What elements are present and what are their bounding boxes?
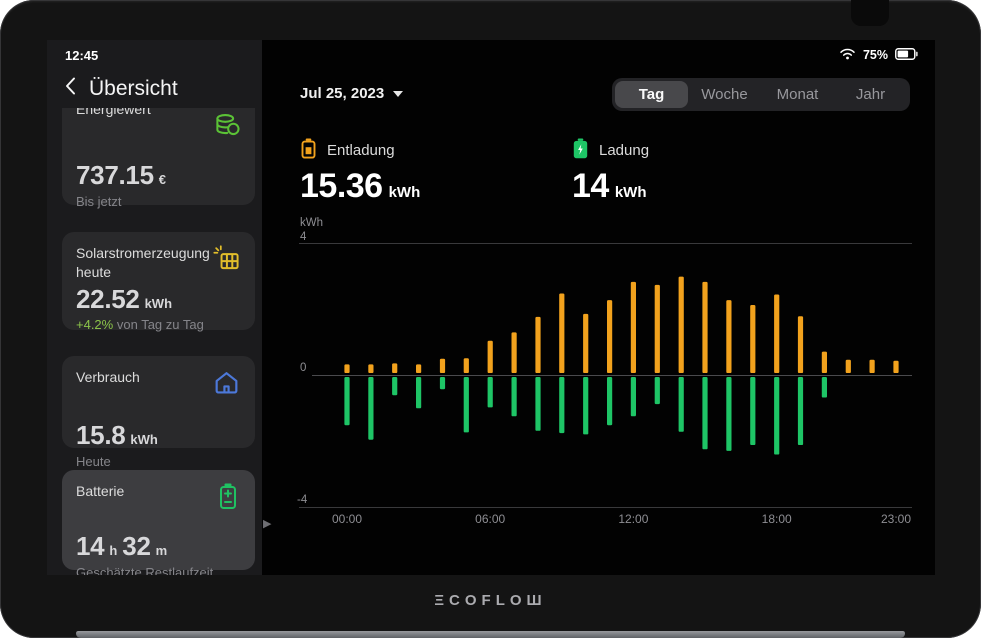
y-tick-4: 4 — [300, 231, 307, 243]
card-value-hours: 14 — [76, 531, 105, 561]
card-subtitle: Geschätzte Restlaufzeit — [76, 565, 214, 575]
wifi-icon — [839, 47, 856, 63]
sidebar-cards: Energiewert 737.15 — [62, 108, 255, 575]
tab-monat[interactable]: Monat — [776, 86, 819, 103]
battery-percent: 75% — [862, 48, 888, 62]
card-unit: kWh — [130, 432, 158, 447]
status-battery-icon — [895, 47, 918, 63]
back-button[interactable]: Übersicht — [65, 77, 178, 101]
status-right: 75% — [839, 47, 918, 63]
card-value: 22.52 — [76, 283, 140, 314]
date-label: Jul 25, 2023 — [300, 85, 385, 102]
card-unit-minutes: m — [155, 543, 168, 558]
screen: 12:45 75% — [47, 40, 935, 575]
main-panel: Jul 25, 2023 Tag Woche Monat Jahr — [262, 40, 935, 575]
svg-text:12:00: 12:00 — [618, 512, 648, 526]
delta-suffix: von Tag zu Tag — [116, 316, 204, 332]
svg-text:23:00: 23:00 — [881, 512, 911, 526]
solar-panel-icon — [212, 244, 241, 278]
period-tabs: Tag Woche Monat Jahr — [612, 78, 910, 111]
tab-jahr[interactable]: Jahr — [855, 86, 886, 103]
chevron-left-icon — [65, 77, 76, 101]
date-picker[interactable]: Jul 25, 2023 — [300, 85, 404, 102]
card-solar-generation[interactable]: Solarstromerzeugung heute 22.52 — [62, 232, 255, 332]
energy-bar-chart: kWh 4 0 -4 00:00 06:00 12:00 18:00 23:00 — [297, 217, 912, 526]
card-unit: € — [158, 172, 166, 187]
card-subtitle: +4.2% von Tag zu Tag — [76, 317, 241, 332]
stat-unit: kWh — [388, 184, 421, 201]
card-value: 737.15 — [76, 160, 154, 190]
card-consumption[interactable]: Verbrauch 15.8 kWh — [62, 356, 255, 469]
y-tick-0: 0 — [300, 362, 306, 374]
battery-discharge-icon — [300, 138, 317, 163]
x-axis-ticks: 00:00 06:00 12:00 18:00 23:00 — [332, 512, 911, 526]
card-subtitle: Bis jetzt — [76, 194, 122, 209]
sidebar: Übersicht Energiewert — [47, 40, 262, 575]
svg-text:06:00: 06:00 — [475, 512, 505, 526]
device-bottom-edge — [76, 631, 905, 638]
card-value-minutes: 32 — [122, 531, 151, 561]
y-tick-neg4: -4 — [297, 494, 308, 506]
delta-badge: +4.2% — [76, 316, 114, 332]
card-unit-hours: h — [109, 543, 118, 558]
battery-icon — [215, 482, 241, 517]
tab-tag[interactable]: Tag — [615, 81, 688, 108]
stat-value: 14 — [572, 167, 609, 205]
back-label: Übersicht — [89, 77, 178, 100]
y-axis-unit: kWh — [300, 217, 323, 229]
stat-charge: Ladung 14 kWh — [572, 138, 649, 206]
card-unit: kWh — [144, 295, 173, 311]
stat-label: Entladung — [327, 142, 395, 159]
card-title: Batterie — [76, 483, 125, 499]
stat-value: 15.36 — [300, 167, 383, 205]
coins-icon — [214, 110, 241, 142]
stat-discharge: Entladung 15.36 kWh — [300, 138, 420, 206]
svg-text:00:00: 00:00 — [332, 512, 362, 526]
chart-bars — [344, 276, 899, 455]
camera-notch — [851, 0, 889, 26]
svg-text:18:00: 18:00 — [762, 512, 792, 526]
caret-down-icon — [393, 90, 404, 97]
card-title: Verbrauch — [76, 369, 140, 385]
card-title: Solarstromerzeugung heute — [76, 245, 210, 280]
status-time: 12:45 — [65, 48, 99, 63]
card-value: 15.8 — [76, 420, 126, 450]
house-icon — [212, 368, 241, 402]
ecoflow-logo: ΞCOFLOШ — [434, 592, 547, 609]
battery-charge-icon — [572, 138, 589, 163]
stat-unit: kWh — [614, 184, 647, 201]
stat-label: Ladung — [599, 142, 650, 159]
card-title: Energiewert — [76, 108, 151, 117]
card-battery[interactable]: Batterie 14 h — [62, 470, 255, 575]
card-energy-value[interactable]: Energiewert 737.15 — [62, 108, 255, 209]
card-subtitle: Heute — [76, 454, 111, 469]
tab-woche[interactable]: Woche — [701, 86, 748, 103]
sidebar-expand-handle[interactable]: ▶ — [263, 518, 272, 530]
